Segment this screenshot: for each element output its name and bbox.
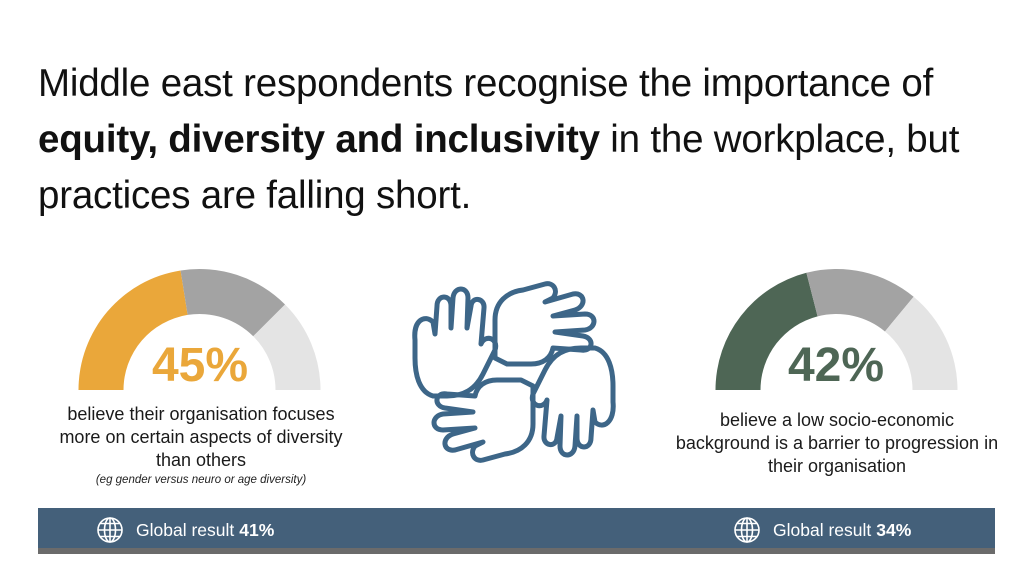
linked-hands-icon	[403, 262, 623, 489]
globe-icon	[733, 516, 761, 544]
global-result-right-label: Global result	[773, 519, 872, 540]
globe-icon	[96, 516, 124, 544]
global-result-left-label: Global result	[136, 519, 235, 540]
global-result-right: Global result 34%	[733, 516, 911, 544]
left-gauge-light-segment	[253, 304, 321, 390]
right-gauge-mid-segment	[806, 269, 914, 332]
right-gauge-value-segment	[715, 272, 818, 390]
right-gauge	[714, 268, 959, 393]
right-gauge-light-segment	[884, 296, 958, 390]
global-results-bar: Global result 41% Global result 34%	[38, 508, 995, 554]
headline-emphasis: equity, diversity and inclusivity	[38, 118, 600, 161]
left-gauge-value-segment	[78, 270, 188, 390]
global-result-right-value: 34%	[876, 519, 912, 540]
global-result-left-value: 41%	[239, 519, 275, 540]
right-stat-value: 42%	[787, 339, 885, 392]
global-result-left: Global result 41%	[96, 516, 274, 544]
left-gauge-graphic	[78, 269, 321, 390]
headline: Middle east respondents recognise the im…	[38, 56, 998, 224]
headline-part1: Middle east respondents recognise the im…	[38, 62, 934, 105]
left-stat-text: believe their organisation focuses more …	[59, 404, 343, 470]
right-stat-text: believe a low socio-economic background …	[675, 410, 999, 476]
left-stat-value: 45%	[151, 339, 249, 392]
left-gauge-mid-segment	[180, 269, 286, 337]
right-gauge-graphic	[715, 269, 958, 390]
left-stat-note: (eg gender versus neuro or age diversity…	[95, 474, 307, 486]
headline-part2: in the workplace, but practices are fall…	[38, 118, 960, 217]
left-gauge	[77, 268, 322, 393]
